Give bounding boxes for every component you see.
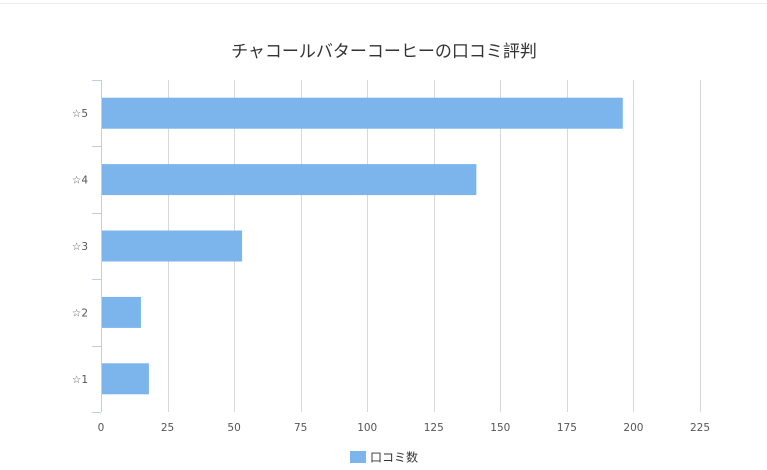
x-tick-label: 175 [557,422,577,434]
value-tick-labels: 0 25 50 75 100 125 150 175 200 225 [98,422,710,434]
x-tick-label: 50 [227,422,240,434]
x-tick-label: 75 [294,422,307,434]
y-category-label: ☆1 [72,374,88,386]
x-tick-label: 200 [623,422,643,434]
chart-title: チャコールバターコーヒーの口コミ評判 [231,42,537,62]
bar[interactable] [102,164,477,196]
category-labels: ☆5 ☆4 ☆3 ☆2 ☆1 [72,108,88,386]
legend-label[interactable]: 口コミ数 [370,450,418,465]
y-category-label: ☆3 [72,241,88,253]
bar[interactable] [102,97,623,129]
x-tick-label: 225 [690,422,710,434]
y-category-label: ☆2 [72,307,88,319]
bar[interactable] [102,296,141,328]
gridlines [168,80,701,412]
x-tick-label: 125 [424,422,444,434]
x-tick-label: 0 [98,422,105,434]
x-tick-label: 25 [161,422,174,434]
legend-swatch[interactable] [350,451,366,463]
axes [92,80,102,413]
bar[interactable] [102,230,243,262]
x-tick-label: 100 [357,422,377,434]
legend[interactable]: 口コミ数 [350,450,418,465]
x-tick-label: 150 [490,422,510,434]
y-category-label: ☆4 [72,175,88,187]
bars [102,97,623,395]
y-category-label: ☆5 [72,108,88,120]
bar[interactable] [102,363,149,395]
top-divider [0,3,767,4]
